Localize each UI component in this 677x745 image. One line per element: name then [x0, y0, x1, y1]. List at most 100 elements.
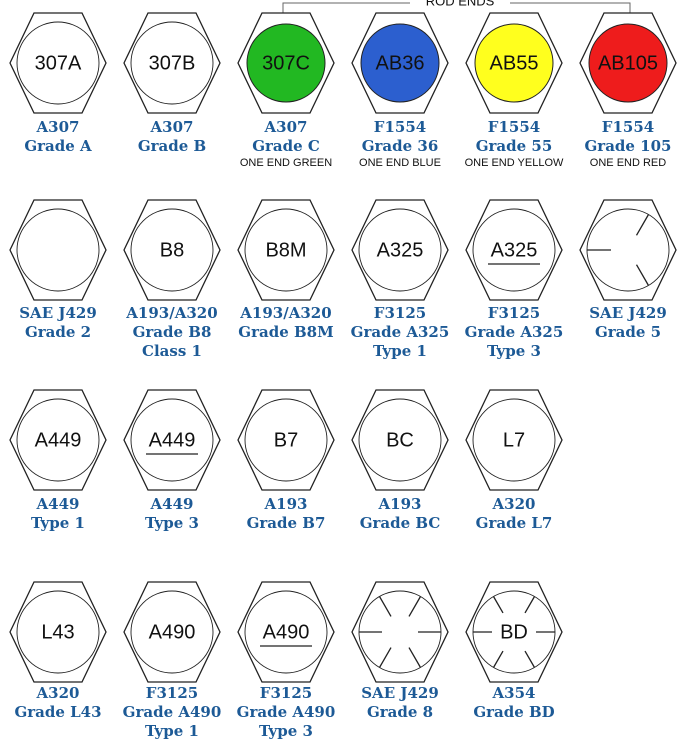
- grade-label: Grade A490: [123, 703, 222, 721]
- grade-label: Type 1: [31, 514, 85, 532]
- washer-face: [16, 208, 100, 292]
- hex-head: [237, 199, 335, 301]
- hex-head: [123, 12, 221, 114]
- radial-mark: [492, 650, 504, 668]
- washer-face: [474, 23, 554, 103]
- grade-label: Grade 55: [476, 137, 553, 155]
- head-marking: 307B: [149, 52, 196, 74]
- end-color-note: ONE END YELLOW: [465, 157, 564, 169]
- radial-mark: [378, 647, 392, 668]
- grade-label: F1554: [488, 118, 540, 136]
- grade-label: A193: [264, 495, 308, 513]
- radial-mark: [408, 647, 422, 668]
- grade-label: Grade L43: [14, 703, 101, 721]
- grade-label: Grade 5: [595, 323, 661, 341]
- washer-face: [244, 590, 328, 674]
- head-marking: 307C: [262, 52, 310, 74]
- grade-label: Grade C: [252, 137, 320, 155]
- radial-mark: [524, 596, 536, 614]
- grade-label: Grade B: [138, 137, 206, 155]
- grade-label: A449: [36, 495, 80, 513]
- bracket-label-bg: [410, 0, 510, 8]
- grade-label: Grade A490: [237, 703, 336, 721]
- grade-label: Grade L7: [476, 514, 553, 532]
- grade-label: SAE J429: [361, 684, 439, 702]
- head-marking: B7: [274, 429, 298, 451]
- head-marking: B8: [160, 239, 184, 261]
- head-marking: L43: [41, 621, 74, 643]
- head-marking: L7: [503, 429, 525, 451]
- grade-label: A307: [150, 118, 194, 136]
- washer-face: [244, 208, 328, 292]
- washer-face: [246, 23, 326, 103]
- grade-label: Grade 8: [367, 703, 433, 721]
- grade-label: A449: [150, 495, 194, 513]
- radial-mark: [524, 650, 536, 668]
- grade-label: Class 1: [142, 342, 202, 360]
- head-marking: B8M: [265, 239, 306, 261]
- head-marking: A490: [263, 621, 310, 643]
- grade-label: Type 1: [373, 342, 427, 360]
- washer-face: [130, 208, 214, 292]
- hex-head: [9, 389, 107, 491]
- grade-label: SAE J429: [589, 304, 667, 322]
- hex-head: [465, 581, 563, 683]
- hex-head: [123, 389, 221, 491]
- hex-head: [9, 581, 107, 683]
- radial-mark: [635, 264, 650, 286]
- head-marking: A325: [377, 239, 424, 261]
- hex-head: [351, 199, 449, 301]
- grade-label: F3125: [488, 304, 540, 322]
- washer-face: [130, 398, 214, 482]
- grade-label: Grade A325: [465, 323, 564, 341]
- radial-mark: [635, 214, 650, 236]
- grade-label: Type 3: [487, 342, 541, 360]
- hex-head: [579, 199, 677, 301]
- end-color-note: ONE END GREEN: [240, 157, 332, 169]
- head-marking: BC: [386, 429, 414, 451]
- head-marking: A449: [35, 429, 82, 451]
- grade-label: Grade B8M: [238, 323, 333, 341]
- washer-face: [360, 23, 440, 103]
- head-marking: A449: [149, 429, 196, 451]
- grade-label: Type 3: [145, 514, 199, 532]
- grade-label: F1554: [602, 118, 654, 136]
- head-marking: AB105: [598, 52, 658, 74]
- grade-label: F3125: [374, 304, 426, 322]
- radial-mark: [492, 596, 504, 614]
- grade-label: Grade B8: [133, 323, 212, 341]
- end-color-note: ONE END BLUE: [359, 157, 441, 169]
- grade-label: Grade A325: [351, 323, 450, 341]
- head-marking: AB55: [490, 52, 539, 74]
- grade-label: F1554: [374, 118, 426, 136]
- grade-label: Grade BC: [360, 514, 441, 532]
- grade-label: F3125: [260, 684, 312, 702]
- grade-label: A307: [36, 118, 80, 136]
- washer-face: [130, 590, 214, 674]
- grade-label: Type 1: [145, 722, 199, 740]
- hex-head: [123, 199, 221, 301]
- grade-label: A320: [36, 684, 80, 702]
- washer-face: [472, 398, 556, 482]
- grade-label: A193/A320: [125, 304, 217, 322]
- head-marking: A490: [149, 621, 196, 643]
- grade-label: A354: [492, 684, 536, 702]
- radial-mark: [408, 596, 422, 617]
- hex-head: [9, 199, 107, 301]
- grade-label: F3125: [146, 684, 198, 702]
- grade-label: Grade BD: [473, 703, 554, 721]
- hex-head: [351, 389, 449, 491]
- head-marking: BD: [500, 621, 528, 643]
- radial-mark: [378, 596, 392, 617]
- head-marking: A325: [491, 239, 538, 261]
- hex-head: [351, 581, 449, 683]
- hex-head: [9, 12, 107, 114]
- hex-head: [123, 581, 221, 683]
- grade-label: A193/A320: [239, 304, 331, 322]
- grade-label: Grade 36: [362, 137, 439, 155]
- hex-head: [237, 581, 335, 683]
- grade-label: SAE J429: [19, 304, 97, 322]
- bracket-label: ROD ENDS: [426, 0, 495, 8]
- grade-label: Type 3: [259, 722, 313, 740]
- grade-label: A307: [264, 118, 308, 136]
